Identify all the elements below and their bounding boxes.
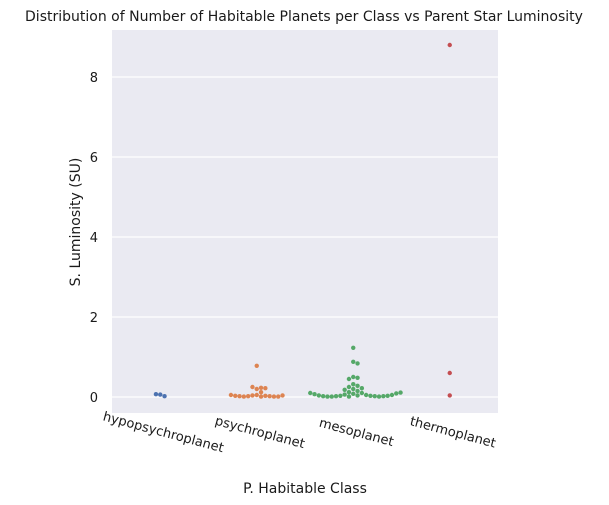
data-point [258,394,264,399]
data-point [254,392,259,398]
data-point [245,394,251,399]
data-point [447,42,452,48]
data-point [250,393,255,398]
data-point [398,390,403,395]
data-point [351,391,356,396]
data-point [355,375,360,380]
data-point [346,394,352,399]
data-point [355,388,360,394]
plot-background [112,30,498,413]
data-point [355,393,360,398]
data-point [316,393,322,398]
data-point [258,390,264,395]
data-point [346,390,352,395]
y-tick-label: 6 [90,151,98,166]
data-point [389,392,395,398]
x-tick-label: psychroplanet [213,414,306,452]
data-point [355,383,360,388]
data-point [320,394,326,399]
data-points [153,42,452,399]
data-point [346,376,352,382]
data-point [385,393,390,398]
data-point [447,370,452,376]
data-point [241,394,247,399]
data-point [329,394,334,399]
x-tick-label: thermoplanet [408,414,497,451]
data-point [346,384,352,390]
y-tick-label: 2 [90,311,98,326]
data-point [363,392,369,398]
data-point [351,359,356,364]
data-point [342,392,347,397]
data-point [162,394,167,399]
data-point [267,394,272,399]
y-tick-label: 4 [90,231,98,246]
data-point [153,392,159,397]
data-point [359,390,365,396]
data-point [372,394,377,399]
data-point [312,392,317,397]
data-point [276,394,281,399]
data-point [376,394,382,399]
data-point [351,345,356,350]
data-point [228,392,234,398]
y-tick-label: 0 [90,391,98,406]
data-point [381,394,386,399]
data-point [271,394,277,399]
data-point [359,386,365,391]
y-tick-labels: 0 2 4 6 8 [90,71,98,406]
gridlines [112,76,498,398]
data-point [325,394,330,399]
data-point [237,394,242,399]
data-point [254,386,259,392]
data-point [263,393,268,398]
data-point [351,386,356,392]
data-point [258,385,264,390]
data-point [158,392,163,397]
data-point [351,382,356,387]
data-point [394,391,399,396]
x-axis-label: P. Habitable Class [243,481,367,497]
data-point [342,387,347,392]
x-tick-label: mesoplanet [317,416,395,450]
data-point [447,393,452,398]
data-point [308,390,313,396]
data-point [250,384,255,390]
data-point [233,393,238,398]
chart-title: Distribution of Number of Habitable Plan… [25,9,583,25]
data-point [368,393,373,398]
x-tick-label: hypopsychroplanet [101,410,225,457]
data-point [263,386,268,391]
y-axis-label: S. Luminosity (SU) [68,158,84,287]
y-tick-label: 8 [90,71,98,86]
data-point [355,361,360,366]
data-point [333,394,339,399]
data-point [351,374,356,380]
data-point [254,363,259,368]
data-point [280,393,285,398]
data-point [338,393,343,398]
